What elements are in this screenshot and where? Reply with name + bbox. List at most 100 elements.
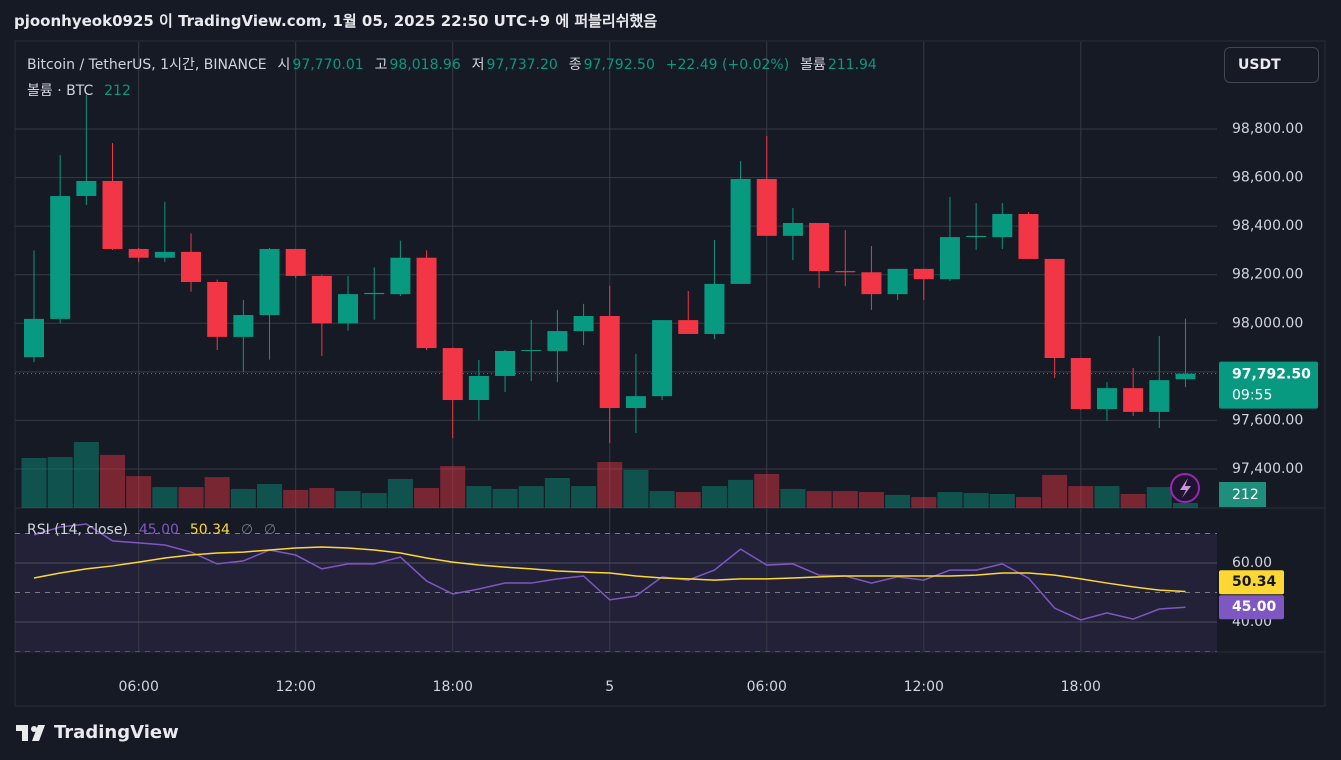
volume-bar: [387, 478, 413, 508]
volume-bar: [649, 491, 675, 508]
candle-body: [1123, 388, 1144, 412]
volume-bar: [1172, 502, 1198, 508]
volume-bar: [126, 476, 152, 508]
volume-tag: [1219, 482, 1266, 507]
brand-name: TradingView: [54, 722, 179, 743]
volume-bar: [597, 462, 623, 508]
y-tick-label: 97,400.00: [1232, 461, 1303, 477]
candle-body: [966, 235, 987, 238]
last-price-label: 97,792.50: [1232, 367, 1311, 383]
candle-body: [573, 315, 594, 332]
symbol-legend: Bitcoin / TetherUS, 1시간, BINANCE 시 97,770…: [27, 54, 879, 74]
candle-body: [730, 179, 751, 284]
x-tick-label: 5: [605, 679, 614, 695]
volume-bar: [47, 457, 73, 508]
volume-label: 볼륨: [800, 57, 826, 73]
candle-body: [1070, 358, 1091, 410]
volume-value: 211.94: [827, 57, 877, 73]
rsi-ma-value: 50.34: [189, 522, 230, 538]
volume-bar: [204, 477, 230, 508]
volume-bar: [544, 478, 570, 508]
y-tick-label: 98,400.00: [1232, 218, 1303, 234]
candle-body: [233, 315, 254, 337]
rsi-tick-label: 60.00: [1232, 555, 1272, 571]
volume-bar: [152, 487, 178, 508]
volume-bar: [701, 486, 727, 508]
candle-body: [861, 272, 882, 295]
candle-body: [76, 180, 97, 197]
alert-bolt: [1180, 478, 1191, 498]
close-label: 종: [568, 57, 582, 73]
symbol: Bitcoin / TetherUS, 1시간, BINANCE: [27, 57, 267, 73]
candle-body: [939, 237, 960, 280]
volume-bar: [440, 466, 466, 508]
volume-bar: [1068, 486, 1094, 508]
volume-bar: [492, 488, 518, 508]
volume-bar: [1146, 487, 1172, 508]
volume-bar: [754, 473, 780, 508]
low-value: 97,737.20: [486, 57, 558, 73]
rsi-tag-label: 45.00: [1232, 599, 1277, 615]
rsi-tag-label: 50.34: [1232, 574, 1277, 590]
candle-body: [599, 315, 620, 409]
volume-bar: [571, 486, 597, 508]
candle-body: [992, 213, 1013, 238]
volume-legend: 볼륨 · BTC 212: [27, 80, 133, 100]
candle-body: [207, 281, 228, 337]
candle-body: [887, 268, 908, 295]
open-label: 시: [277, 57, 291, 73]
volume-title: 볼륨 · BTC: [27, 83, 94, 99]
candle-body: [285, 248, 306, 276]
candle-body: [390, 257, 411, 295]
volume-bar: [1120, 493, 1146, 508]
candle-body: [416, 257, 437, 349]
rsi-title: RSI (14, close): [27, 522, 128, 538]
rsi-legend: RSI (14, close) 45.00 50.34 ∅ ∅: [27, 522, 278, 538]
high-label: 고: [374, 57, 388, 73]
candle-body: [24, 318, 44, 358]
y-tick-label: 98,000.00: [1232, 315, 1303, 331]
change-value: +22.49 (+0.02%): [665, 57, 790, 73]
candle-body: [782, 222, 803, 236]
candle-body: [756, 179, 777, 236]
candle-body: [50, 196, 71, 319]
candle-body: [338, 294, 359, 324]
candle-body: [521, 349, 542, 351]
candle-body: [913, 268, 934, 280]
publish-info: pjoonhyeok0925 이 TradingView.com, 1월 05,…: [14, 12, 658, 30]
candle-body: [835, 271, 856, 273]
candle-body: [704, 283, 725, 334]
volume-bar: [309, 488, 335, 508]
y-tick-label: 97,600.00: [1232, 412, 1303, 428]
volume-bar: [911, 497, 937, 508]
volume-bar: [963, 493, 989, 508]
volume-bar: [466, 486, 492, 508]
candle-body: [1044, 258, 1065, 359]
candle-body: [1018, 213, 1039, 259]
volume-bar: [335, 491, 361, 508]
countdown-label: 09:55: [1232, 388, 1272, 404]
candle-body: [652, 320, 673, 397]
volume-bar: [73, 442, 99, 508]
currency-button[interactable]: USDT: [1224, 47, 1319, 83]
volume-bar: [178, 487, 204, 508]
x-tick-label: 12:00: [276, 679, 316, 695]
volume-bar: [257, 483, 283, 508]
high-value: 98,018.96: [389, 57, 461, 73]
volume-bar: [675, 492, 701, 508]
candle-body: [625, 396, 646, 409]
candle-body: [1149, 380, 1170, 412]
x-tick-label: 12:00: [904, 679, 944, 695]
volume-last: 212: [104, 83, 131, 99]
rsi-extra: ∅: [240, 522, 254, 538]
rsi-tag: [1219, 595, 1284, 620]
close-value: 97,792.50: [583, 57, 655, 73]
x-tick-label: 06:00: [747, 679, 787, 695]
volume-bar: [414, 488, 440, 508]
rsi-line: [33, 546, 1186, 593]
last-price-tag: [1219, 361, 1318, 409]
candle-body: [468, 375, 489, 401]
volume-bar: [806, 491, 832, 508]
